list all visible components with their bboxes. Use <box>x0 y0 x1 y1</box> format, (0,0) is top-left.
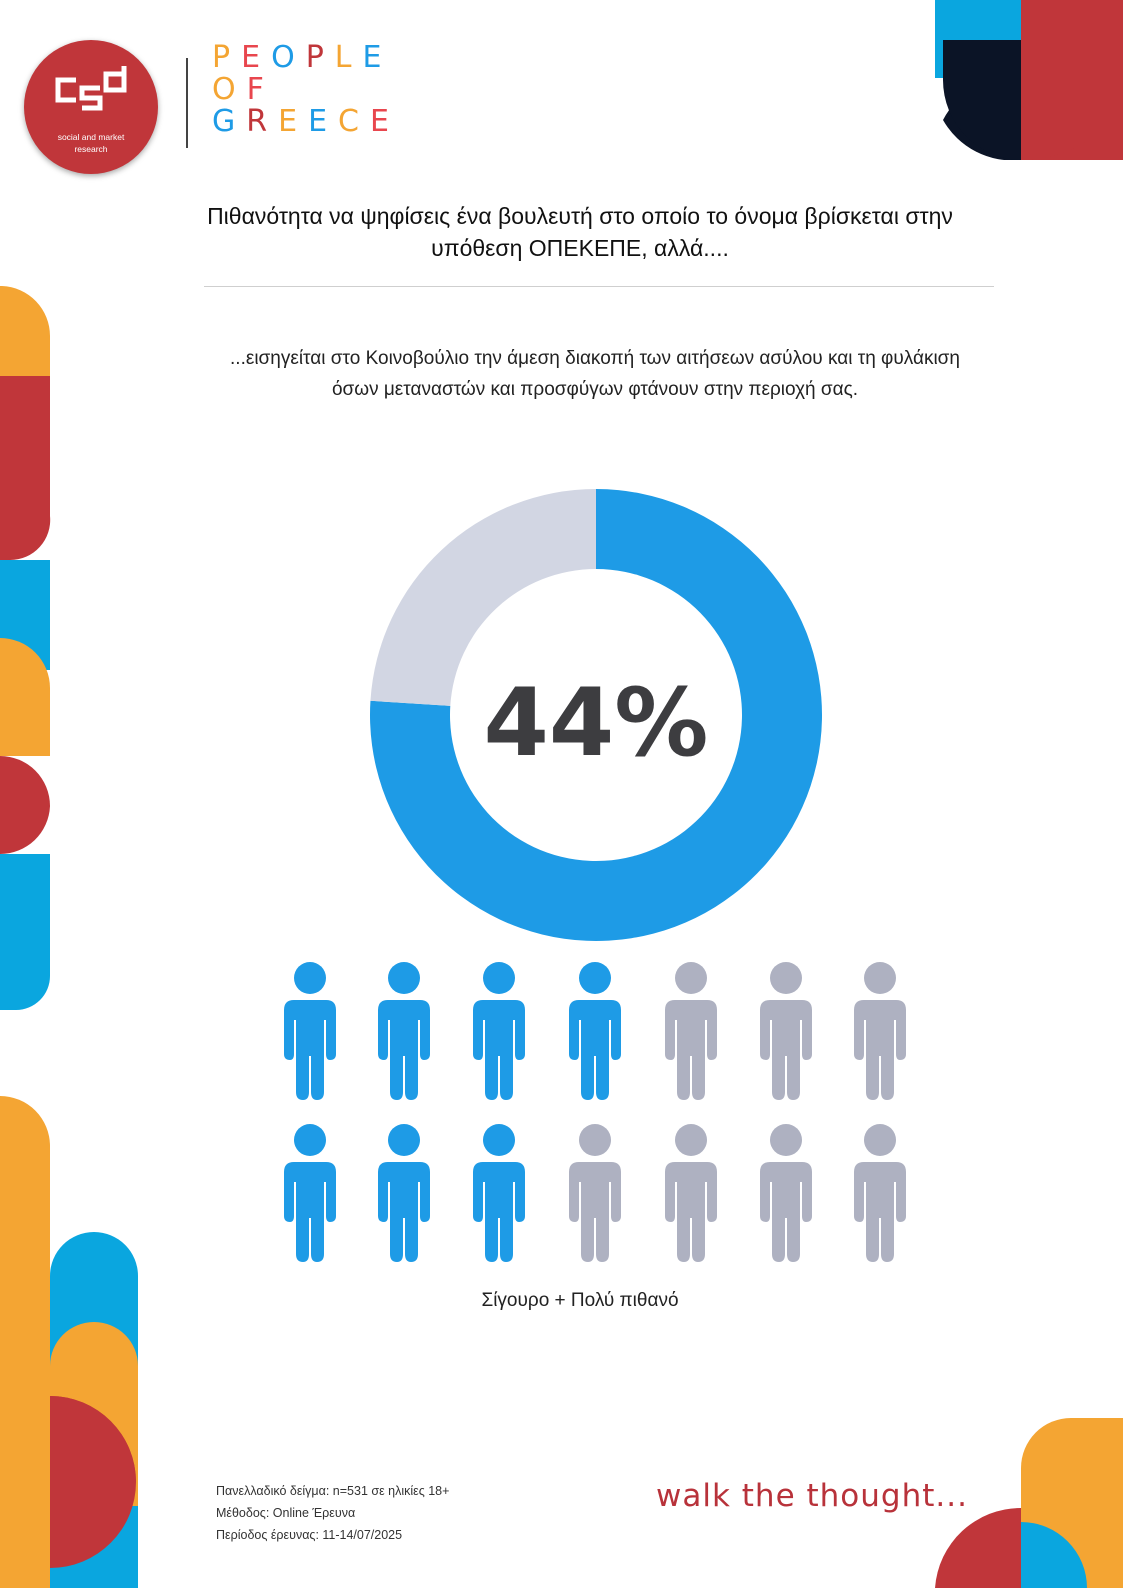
left-edge-decoration <box>0 286 52 1010</box>
question-subtitle: ...εισηγείται στο Κοινοβούλιο την άμεση … <box>230 348 960 400</box>
people-of-greece-wordmark: PEOPLE OF GREECE <box>212 42 400 138</box>
logo-caption-line2: research <box>74 144 108 154</box>
logo-caption-line1: social and market <box>57 132 125 142</box>
person-icon <box>378 1124 430 1262</box>
logo-divider <box>186 58 188 148</box>
bottom-left-decoration <box>0 1096 140 1588</box>
person-icon <box>854 1124 906 1262</box>
tagline: walk the thought... <box>656 1478 968 1514</box>
person-icon <box>284 962 336 1100</box>
sample-note: Πανελλαδικό δείγμα: n=531 σε ηλικίες 18+ <box>216 1484 450 1498</box>
person-icon <box>854 962 906 1100</box>
chart-caption: Σίγουρο + Πολύ πιθανό <box>481 1290 679 1311</box>
wordmark-row: PEOPLE <box>212 40 393 75</box>
person-icon <box>473 1124 525 1262</box>
brand-logo-mark-icon <box>55 66 127 111</box>
wordmark-row: OF <box>212 72 275 107</box>
person-icon <box>760 1124 812 1262</box>
corner-decoration-bottom-right <box>935 1418 1123 1588</box>
person-icon <box>378 962 430 1100</box>
people-pictogram <box>284 962 906 1262</box>
person-icon <box>284 1124 336 1262</box>
donut-slice <box>370 489 822 941</box>
wordmark-row: GREECE <box>212 104 400 139</box>
donut-center-label: 44% <box>484 669 709 778</box>
person-icon <box>473 962 525 1100</box>
person-icon <box>665 962 717 1100</box>
title-divider <box>204 286 994 287</box>
corner-decoration-top-right <box>935 0 1123 161</box>
period-note: Περίοδος έρευνας: 11-14/07/2025 <box>216 1528 403 1542</box>
page-title: Πιθανότητα να ψηφίσεις ένα βουλευτή στο … <box>207 203 953 261</box>
donut-slice <box>370 489 596 706</box>
method-note: Μέθοδος: Online Έρευνα <box>216 1506 356 1520</box>
person-icon <box>665 1124 717 1262</box>
brand-logo: social and market research <box>24 40 158 174</box>
donut-chart: 44% <box>370 489 822 941</box>
person-icon <box>569 1124 621 1262</box>
person-icon <box>760 962 812 1100</box>
survey-metadata: Πανελλαδικό δείγμα: n=531 σε ηλικίες 18+… <box>216 1480 449 1546</box>
person-icon <box>569 962 621 1100</box>
